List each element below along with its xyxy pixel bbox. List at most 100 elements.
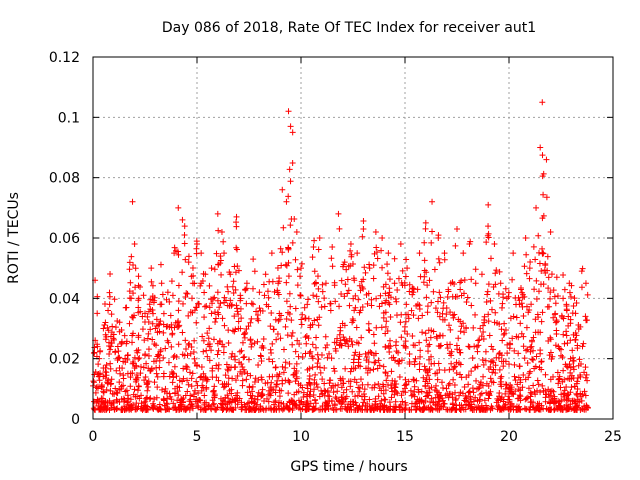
data-point <box>502 326 509 333</box>
data-point <box>319 376 326 383</box>
data-point <box>276 316 283 323</box>
data-point <box>578 393 585 400</box>
data-point <box>182 337 189 344</box>
data-point <box>512 294 519 301</box>
data-point <box>370 366 377 373</box>
data-point <box>111 296 118 303</box>
data-point <box>201 392 208 399</box>
data-point <box>305 335 312 342</box>
data-point <box>520 333 527 340</box>
data-point <box>108 311 115 318</box>
data-point <box>540 170 547 177</box>
data-point <box>165 359 172 366</box>
data-point <box>361 386 368 393</box>
data-point <box>565 322 572 329</box>
data-point <box>238 360 245 367</box>
data-point <box>368 296 375 303</box>
data-point <box>378 247 385 254</box>
data-point <box>92 389 99 396</box>
data-point <box>168 278 175 285</box>
data-point <box>420 374 427 381</box>
data-point <box>480 382 487 389</box>
data-point <box>158 301 165 308</box>
data-point <box>392 295 399 302</box>
data-point <box>424 309 431 316</box>
data-point <box>135 383 142 390</box>
data-point <box>145 383 152 390</box>
data-point <box>375 357 382 364</box>
axis-ticks <box>92 56 614 420</box>
data-point <box>290 372 297 379</box>
data-point <box>496 390 503 397</box>
data-point <box>574 345 581 352</box>
data-point <box>533 295 540 302</box>
data-point <box>491 241 498 248</box>
data-point <box>487 388 494 395</box>
x-tick-label: 15 <box>396 429 414 445</box>
data-point <box>115 355 122 362</box>
data-point <box>507 340 514 347</box>
data-point <box>221 398 228 405</box>
data-point <box>276 399 283 406</box>
data-point <box>312 371 319 378</box>
data-point <box>306 375 313 382</box>
data-point <box>486 332 493 339</box>
data-point <box>409 285 416 292</box>
data-point <box>465 402 472 409</box>
data-point <box>238 399 245 406</box>
data-point <box>517 379 524 386</box>
data-point <box>543 156 550 163</box>
data-point <box>180 300 187 307</box>
data-point <box>460 290 467 297</box>
data-point <box>485 395 492 402</box>
data-point <box>287 222 294 229</box>
data-point <box>461 329 468 336</box>
data-point <box>203 378 210 385</box>
data-point <box>363 357 370 364</box>
data-point <box>543 194 550 201</box>
data-point <box>560 331 567 338</box>
data-point <box>169 292 176 299</box>
data-point <box>532 405 539 412</box>
data-point <box>153 394 160 401</box>
data-point <box>425 348 432 355</box>
data-point <box>530 347 537 354</box>
data-point <box>293 373 300 380</box>
data-point <box>197 282 204 289</box>
data-point <box>434 298 441 305</box>
data-point <box>210 336 217 343</box>
data-point <box>246 384 253 391</box>
data-point <box>392 384 399 391</box>
data-point <box>370 405 377 412</box>
data-point <box>145 378 152 385</box>
data-point <box>375 393 382 400</box>
data-point <box>430 288 437 295</box>
data-point <box>542 398 549 405</box>
data-point <box>142 373 149 380</box>
data-point <box>480 406 487 413</box>
data-point <box>342 365 349 372</box>
data-point <box>527 348 534 355</box>
data-point <box>239 382 246 389</box>
data-point <box>269 278 276 285</box>
data-point <box>340 334 347 341</box>
data-point <box>142 351 149 358</box>
data-point <box>567 389 574 396</box>
data-point <box>319 403 326 410</box>
data-point <box>192 387 199 394</box>
data-point <box>517 320 524 327</box>
data-point <box>422 330 429 337</box>
data-point <box>554 369 561 376</box>
data-point <box>410 289 417 296</box>
data-point <box>472 364 479 371</box>
data-point <box>547 334 554 341</box>
data-point <box>221 322 228 329</box>
data-point <box>274 371 281 378</box>
data-point <box>466 344 473 351</box>
data-point <box>535 232 542 239</box>
data-point <box>395 360 402 367</box>
data-point <box>519 384 526 391</box>
data-point <box>236 348 243 355</box>
data-point <box>547 228 554 235</box>
data-point <box>94 343 101 350</box>
